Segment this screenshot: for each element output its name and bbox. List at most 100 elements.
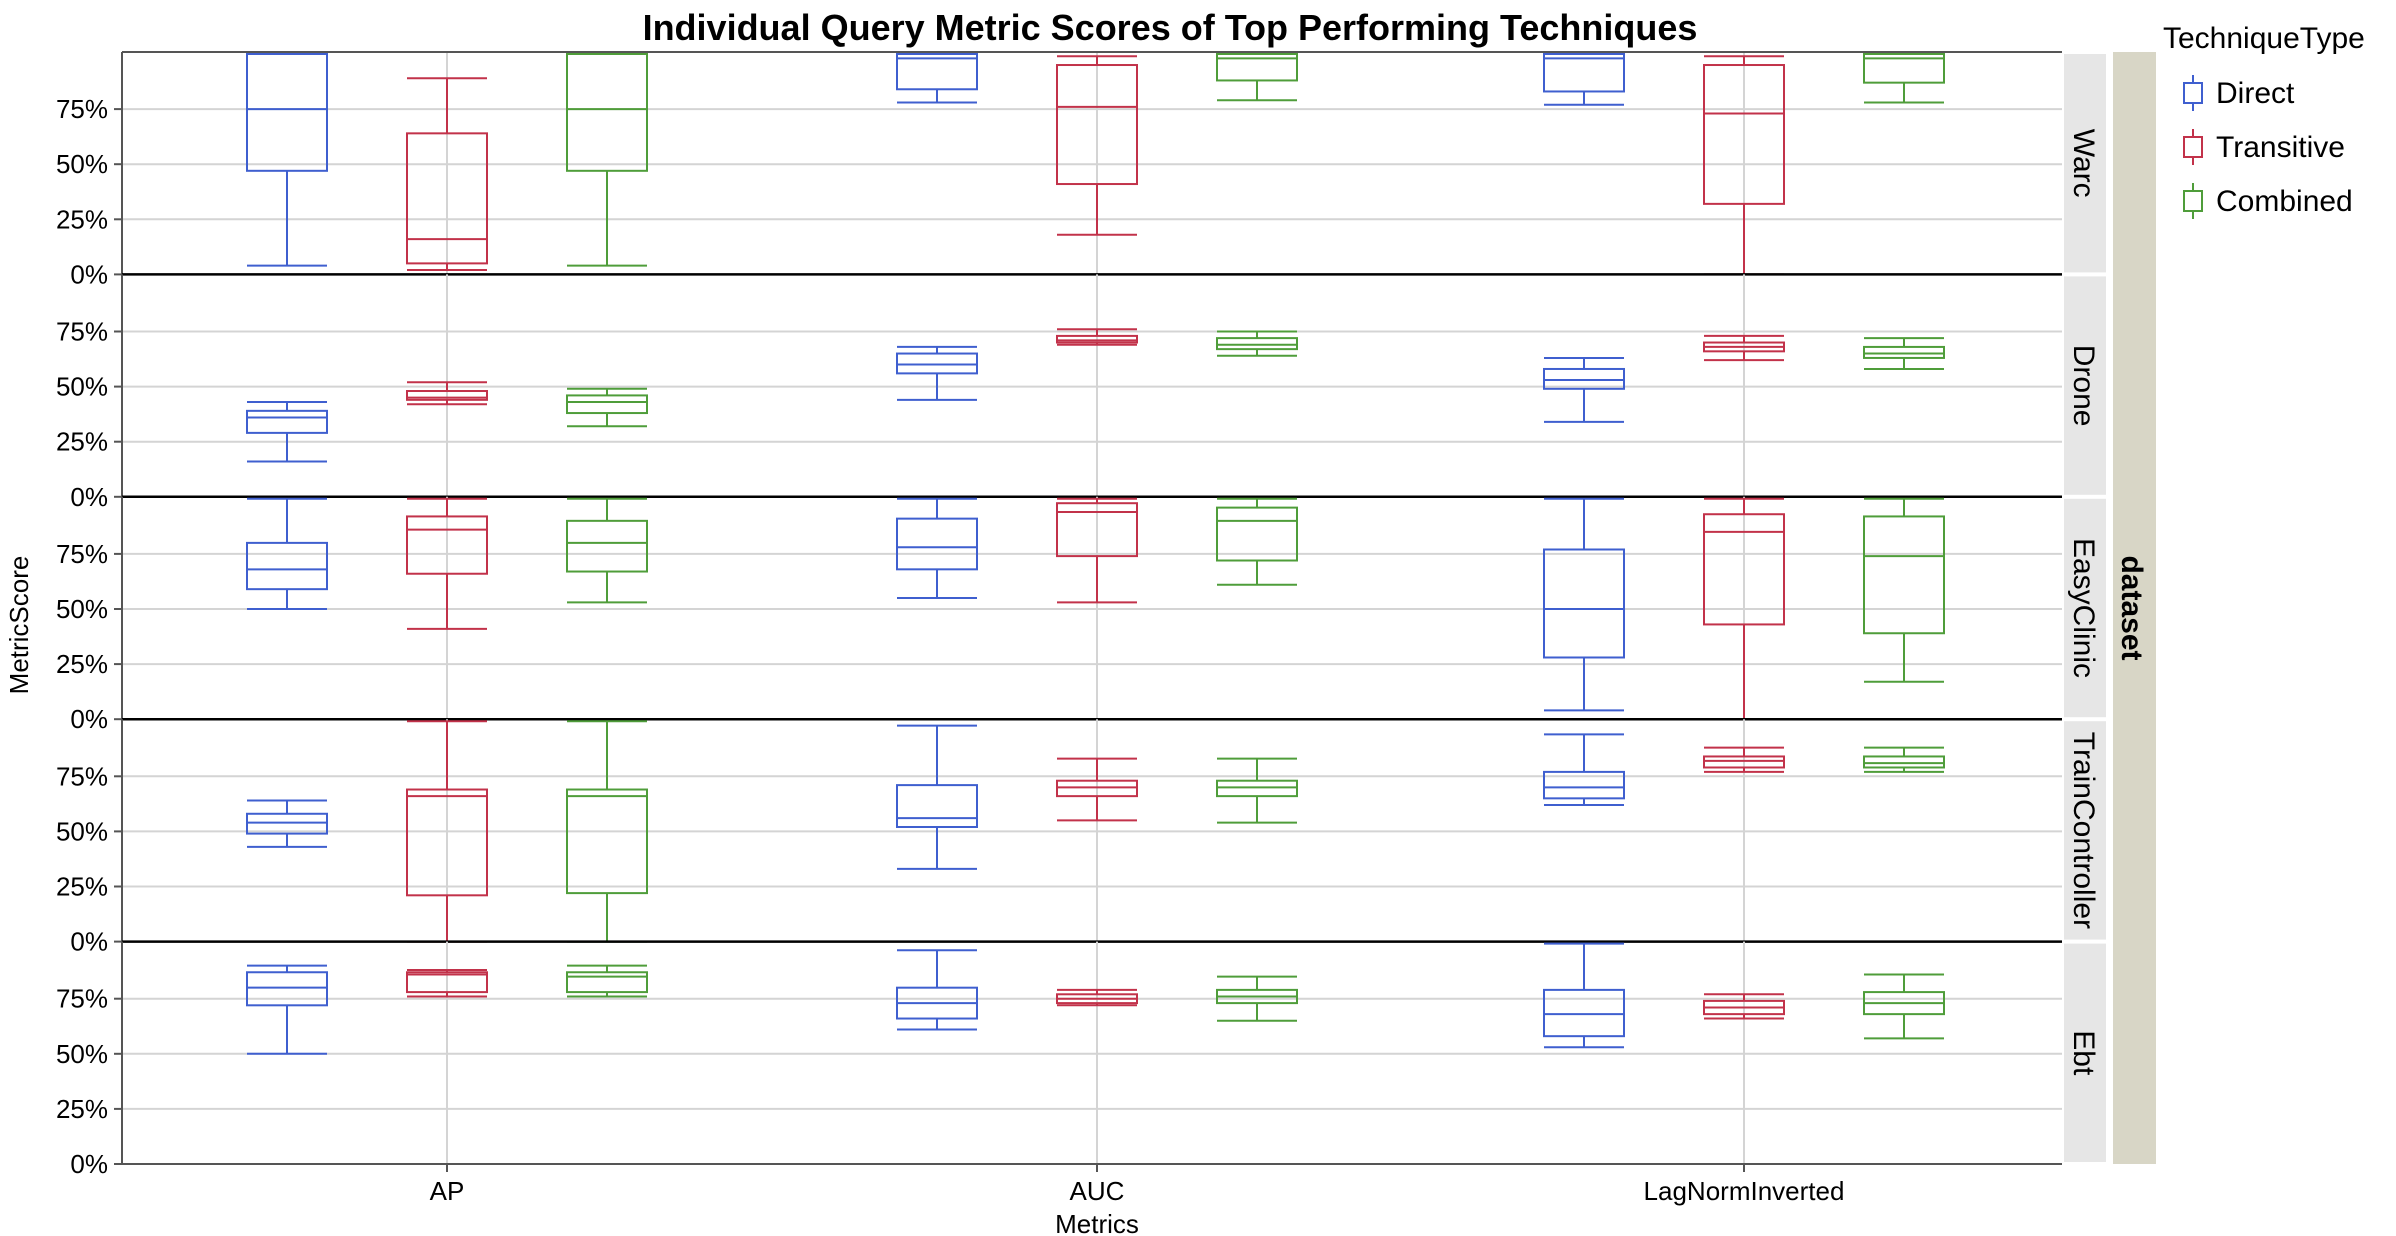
- box-warc-ap-transitive: [406, 77, 488, 271]
- y-tick-label: 0%: [70, 704, 108, 734]
- box-iqr: [1863, 345, 1945, 359]
- box-drone-auc-transitive: [1056, 328, 1138, 346]
- y-tick-label: 50%: [56, 149, 108, 179]
- legend-item-direct: Direct: [2183, 75, 2295, 111]
- box-iqr: [566, 788, 648, 895]
- box-iqr: [1056, 502, 1138, 558]
- box-easyclinic-ap-transitive: [406, 497, 488, 630]
- box-iqr: [406, 788, 488, 897]
- legend-label-combined: Combined: [2216, 185, 2353, 218]
- box-ebt-auc-combined: [1216, 975, 1298, 1022]
- x-tick-label-ap: AP: [430, 1176, 465, 1206]
- box-iqr: [406, 971, 488, 994]
- y-tick-label: 75%: [56, 761, 108, 791]
- box-iqr: [1863, 515, 1945, 635]
- box-warc-auc-transitive: [1056, 55, 1138, 236]
- box-iqr: [1703, 513, 1785, 626]
- y-tick-label: 25%: [56, 872, 108, 902]
- box-warc-ap-direct: [246, 53, 328, 267]
- y-tick-label: 50%: [56, 594, 108, 624]
- box-easyclinic-lagnorminverted-direct: [1543, 497, 1625, 712]
- box-iqr: [1216, 506, 1298, 562]
- box-ebt-auc-transitive: [1056, 988, 1138, 1007]
- box-ebt-ap-combined: [566, 964, 648, 998]
- facet-strip: [2064, 721, 2106, 940]
- box-drone-ap-direct: [246, 401, 328, 463]
- box-traincontroller-lagnorminverted-transitive: [1703, 746, 1785, 773]
- box-easyclinic-lagnorminverted-transitive: [1703, 497, 1785, 721]
- legend-label-direct: Direct: [2216, 77, 2295, 110]
- box-iqr: [1543, 53, 1625, 93]
- box-iqr: [1056, 64, 1138, 186]
- facet-strip-label: Ebt: [2067, 1030, 2100, 1076]
- box-iqr: [1056, 779, 1138, 798]
- facet-strip-outer: [2113, 52, 2156, 1164]
- box-iqr: [246, 409, 328, 434]
- facet-strip: [2064, 276, 2106, 495]
- box-iqr: [566, 519, 648, 573]
- box-easyclinic-lagnorminverted-combined: [1863, 497, 1945, 683]
- facet-panel-ebt: 0% 25% 50% 75% Ebt: [56, 941, 2106, 1179]
- box-iqr: [246, 53, 328, 172]
- box-iqr: [1543, 548, 1625, 659]
- box-ebt-ap-transitive: [406, 969, 488, 998]
- box-warc-ap-combined: [566, 53, 648, 267]
- box-warc-lagnorminverted-direct: [1543, 53, 1625, 106]
- box-iqr: [1863, 53, 1945, 84]
- facet-title: dataset: [2115, 555, 2148, 660]
- y-tick-label: 0%: [70, 482, 108, 512]
- y-tick-label: 75%: [56, 984, 108, 1014]
- facet-strip-label: TrainController: [2067, 732, 2100, 929]
- box-drone-ap-combined: [566, 387, 648, 428]
- box-iqr: [1703, 64, 1785, 205]
- facet-strip: [2064, 943, 2106, 1162]
- box-iqr: [406, 390, 488, 401]
- facet-panel-traincontroller: 0% 25% 50% 75% TrainController: [56, 719, 2106, 957]
- y-tick-label: 75%: [56, 539, 108, 569]
- box-ebt-auc-direct: [896, 949, 978, 1031]
- box-warc-lagnorminverted-combined: [1863, 53, 1945, 104]
- box-drone-lagnorminverted-combined: [1863, 337, 1945, 370]
- y-tick-label: 25%: [56, 1094, 108, 1124]
- box-traincontroller-lagnorminverted-direct: [1543, 733, 1625, 806]
- legend-swatch-box: [2183, 190, 2203, 212]
- box-easyclinic-ap-combined: [566, 497, 648, 604]
- box-iqr: [1216, 53, 1298, 82]
- box-easyclinic-auc-transitive: [1056, 497, 1138, 604]
- box-iqr: [896, 517, 978, 571]
- box-iqr: [406, 515, 488, 575]
- box-drone-auc-direct: [896, 345, 978, 401]
- box-drone-lagnorminverted-transitive: [1703, 334, 1785, 362]
- y-tick-label: 50%: [56, 1039, 108, 1069]
- y-axis-title: MetricScore: [4, 556, 34, 695]
- facet-strip-label: Warc: [2067, 129, 2100, 198]
- box-ebt-lagnorminverted-combined: [1863, 973, 1945, 1040]
- box-traincontroller-auc-direct: [896, 724, 978, 870]
- facet-strip: [2064, 498, 2106, 718]
- facet-strip-label: EasyClinic: [2067, 538, 2100, 678]
- legend-item-combined: Combined: [2183, 183, 2353, 219]
- box-iqr: [1543, 770, 1625, 800]
- x-tick-label-lagnorminverted: LagNormInverted: [1644, 1176, 1845, 1206]
- y-tick-label: 0%: [70, 259, 108, 289]
- box-iqr: [566, 394, 648, 415]
- legend-title: TechniqueType: [2163, 22, 2365, 55]
- legend: TechniqueType Direct Transitive Combined: [2163, 22, 2365, 219]
- box-iqr: [896, 53, 978, 91]
- y-tick-label: 75%: [56, 94, 108, 124]
- box-traincontroller-ap-direct: [246, 799, 328, 848]
- box-iqr: [246, 971, 328, 1007]
- legend-swatch-box: [2183, 136, 2203, 158]
- box-iqr: [566, 53, 648, 172]
- y-tick-label: 25%: [56, 427, 108, 457]
- y-tick-label: 0%: [70, 927, 108, 957]
- box-iqr: [566, 971, 648, 994]
- box-iqr: [1703, 755, 1785, 769]
- facet-panels: 0% 25% 50% 75% Warc 0% 25% 50% 75% Drone 0% 25% 50% 7…: [56, 51, 2106, 1206]
- box-iqr: [246, 541, 328, 591]
- box-iqr: [896, 784, 978, 828]
- y-tick-label: 75%: [56, 317, 108, 347]
- box-iqr: [406, 132, 488, 265]
- box-traincontroller-auc-combined: [1216, 757, 1298, 824]
